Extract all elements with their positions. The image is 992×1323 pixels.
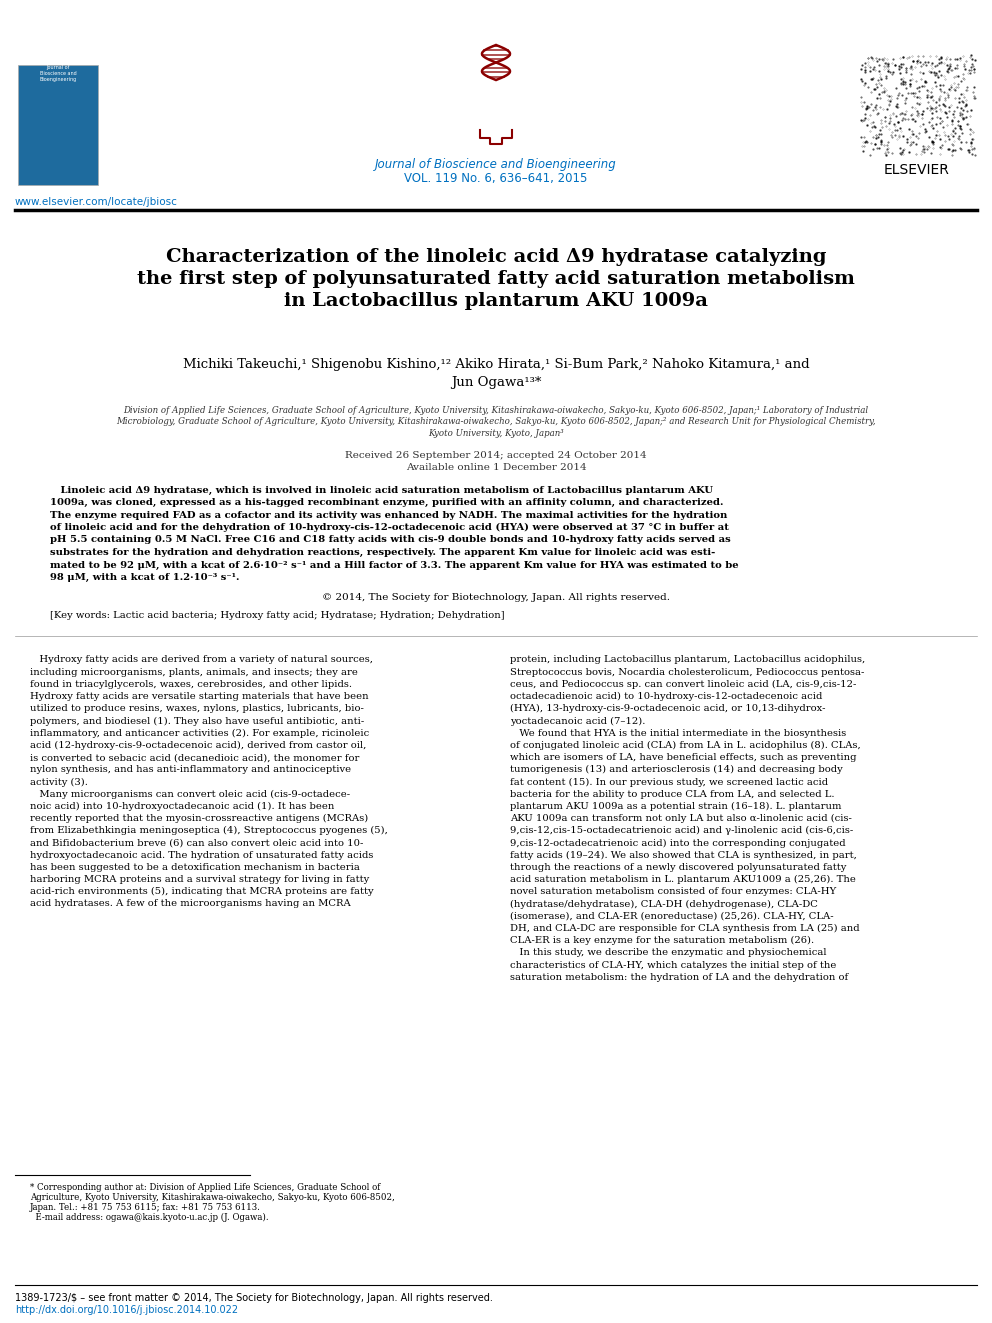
Text: found in triacylglycerols, waxes, cerebrosides, and other lipids.: found in triacylglycerols, waxes, cerebr… [30, 680, 352, 689]
Text: (hydratase/dehydratase), CLA-DH (dehydrogenase), CLA-DC: (hydratase/dehydratase), CLA-DH (dehydro… [510, 900, 817, 909]
Text: activity (3).: activity (3). [30, 778, 88, 787]
Text: www.elsevier.com/locate/jbiosc: www.elsevier.com/locate/jbiosc [15, 197, 178, 206]
Text: Characterization of the linoleic acid Δ9 hydratase catalyzing: Characterization of the linoleic acid Δ9… [166, 247, 826, 266]
Text: CLA-ER is a key enzyme for the saturation metabolism (26).: CLA-ER is a key enzyme for the saturatio… [510, 937, 814, 945]
Text: substrates for the hydration and dehydration reactions, respectively. The appare: substrates for the hydration and dehydra… [50, 548, 715, 557]
Text: Hydroxy fatty acids are versatile starting materials that have been: Hydroxy fatty acids are versatile starti… [30, 692, 369, 701]
Text: from Elizabethkingia meningoseptica (4), Streptococcus pyogenes (5),: from Elizabethkingia meningoseptica (4),… [30, 827, 388, 835]
Text: [Key words: Lactic acid bacteria; Hydroxy fatty acid; Hydratase; Hydration; Dehy: [Key words: Lactic acid bacteria; Hydrox… [50, 611, 505, 620]
Text: recently reported that the myosin-crossreactive antigens (MCRAs): recently reported that the myosin-crossr… [30, 814, 368, 823]
Text: acid (12-hydroxy-cis-9-octadecenoic acid), derived from castor oil,: acid (12-hydroxy-cis-9-octadecenoic acid… [30, 741, 366, 750]
Text: 98 μM, with a kcat of 1.2·10⁻³ s⁻¹.: 98 μM, with a kcat of 1.2·10⁻³ s⁻¹. [50, 573, 239, 582]
Text: Japan. Tel.: +81 75 753 6115; fax: +81 75 753 6113.: Japan. Tel.: +81 75 753 6115; fax: +81 7… [30, 1203, 261, 1212]
Text: mated to be 92 μM, with a kcat of 2.6·10⁻² s⁻¹ and a Hill factor of 3.3. The app: mated to be 92 μM, with a kcat of 2.6·10… [50, 561, 739, 569]
Text: Streptococcus bovis, Nocardia cholesterolicum, Pediococcus pentosa-: Streptococcus bovis, Nocardia cholestero… [510, 668, 864, 676]
Text: Jun Ogawa¹³*: Jun Ogawa¹³* [450, 376, 542, 389]
Text: Division of Applied Life Sciences, Graduate School of Agriculture, Kyoto Univers: Division of Applied Life Sciences, Gradu… [123, 406, 869, 415]
Text: Linoleic acid Δ9 hydratase, which is involved in linoleic acid saturation metabo: Linoleic acid Δ9 hydratase, which is inv… [50, 486, 713, 495]
Text: 1389-1723/$ – see front matter © 2014, The Society for Biotechnology, Japan. All: 1389-1723/$ – see front matter © 2014, T… [15, 1293, 493, 1303]
Text: © 2014, The Society for Biotechnology, Japan. All rights reserved.: © 2014, The Society for Biotechnology, J… [322, 594, 670, 602]
Text: acid hydratases. A few of the microorganisms having an MCRA: acid hydratases. A few of the microorgan… [30, 900, 351, 909]
Text: 9,cis-12,cis-15-octadecatrienoic acid) and γ-linolenic acid (cis-6,cis-: 9,cis-12,cis-15-octadecatrienoic acid) a… [510, 827, 853, 835]
Text: plantarum AKU 1009a as a potential strain (16–18). L. plantarum: plantarum AKU 1009a as a potential strai… [510, 802, 841, 811]
Text: and Bifidobacterium breve (6) can also convert oleic acid into 10-: and Bifidobacterium breve (6) can also c… [30, 839, 363, 848]
Text: http://dx.doi.org/10.1016/j.jbiosc.2014.10.022: http://dx.doi.org/10.1016/j.jbiosc.2014.… [15, 1304, 238, 1315]
Text: hydroxyoctadecanoic acid. The hydration of unsaturated fatty acids: hydroxyoctadecanoic acid. The hydration … [30, 851, 373, 860]
Text: Many microorganisms can convert oleic acid (cis-9-octadece-: Many microorganisms can convert oleic ac… [30, 790, 350, 799]
Text: saturation metabolism: the hydration of LA and the dehydration of: saturation metabolism: the hydration of … [510, 972, 848, 982]
Text: The enzyme required FAD as a cofactor and its activity was enhanced by NADH. The: The enzyme required FAD as a cofactor an… [50, 511, 727, 520]
Text: 1009a, was cloned, expressed as a his-tagged recombinant enzyme, purified with a: 1009a, was cloned, expressed as a his-ta… [50, 497, 723, 507]
Text: inflammatory, and anticancer activities (2). For example, ricinoleic: inflammatory, and anticancer activities … [30, 729, 369, 738]
Text: protein, including Lactobacillus plantarum, Lactobacillus acidophilus,: protein, including Lactobacillus plantar… [510, 655, 865, 664]
Text: octadecadienoic acid) to 10-hydroxy-cis-12-octadecenoic acid: octadecadienoic acid) to 10-hydroxy-cis-… [510, 692, 822, 701]
Text: utilized to produce resins, waxes, nylons, plastics, lubricants, bio-: utilized to produce resins, waxes, nylon… [30, 704, 364, 713]
Text: Journal of Bioscience and Bioengineering: Journal of Bioscience and Bioengineering [375, 157, 617, 171]
Text: is converted to sebacic acid (decanedioic acid), the monomer for: is converted to sebacic acid (decanedioi… [30, 753, 359, 762]
Text: Microbiology, Graduate School of Agriculture, Kyoto University, Kitashirakawa-oi: Microbiology, Graduate School of Agricul… [116, 418, 876, 426]
Text: in Lactobacillus plantarum AKU 1009a: in Lactobacillus plantarum AKU 1009a [284, 292, 708, 310]
Text: acid saturation metabolism in L. plantarum AKU1009 a (25,26). The: acid saturation metabolism in L. plantar… [510, 875, 856, 884]
Text: of linoleic acid and for the dehydration of 10-hydroxy-cis-12-octadecenoic acid : of linoleic acid and for the dehydration… [50, 523, 729, 532]
Text: the first step of polyunsaturated fatty acid saturation metabolism: the first step of polyunsaturated fatty … [137, 270, 855, 288]
Text: pH 5.5 containing 0.5 M NaCl. Free C16 and C18 fatty acids with cis-9 double bon: pH 5.5 containing 0.5 M NaCl. Free C16 a… [50, 536, 731, 545]
Text: 9,cis-12-octadecatrienoic acid) into the corresponding conjugated: 9,cis-12-octadecatrienoic acid) into the… [510, 839, 845, 848]
Text: through the reactions of a newly discovered polyunsaturated fatty: through the reactions of a newly discove… [510, 863, 846, 872]
Text: yoctadecanoic acid (7–12).: yoctadecanoic acid (7–12). [510, 717, 646, 725]
Text: which are isomers of LA, have beneficial effects, such as preventing: which are isomers of LA, have beneficial… [510, 753, 856, 762]
Text: Hydroxy fatty acids are derived from a variety of natural sources,: Hydroxy fatty acids are derived from a v… [30, 655, 373, 664]
Text: Journal of
Bioscience and
Bioengineering: Journal of Bioscience and Bioengineering [40, 65, 76, 82]
Text: Kyoto University, Kyoto, Japan³: Kyoto University, Kyoto, Japan³ [429, 429, 563, 438]
Text: DH, and CLA-DC are responsible for CLA synthesis from LA (25) and: DH, and CLA-DC are responsible for CLA s… [510, 923, 860, 933]
Text: We found that HYA is the initial intermediate in the biosynthesis: We found that HYA is the initial interme… [510, 729, 846, 738]
Text: (HYA), 13-hydroxy-cis-9-octadecenoic acid, or 10,13-dihydrox-: (HYA), 13-hydroxy-cis-9-octadecenoic aci… [510, 704, 825, 713]
Text: noic acid) into 10-hydroxyoctadecanoic acid (1). It has been: noic acid) into 10-hydroxyoctadecanoic a… [30, 802, 334, 811]
Text: including microorganisms, plants, animals, and insects; they are: including microorganisms, plants, animal… [30, 668, 358, 676]
Text: has been suggested to be a detoxification mechanism in bacteria: has been suggested to be a detoxificatio… [30, 863, 360, 872]
Text: In this study, we describe the enzymatic and physiochemical: In this study, we describe the enzymatic… [510, 949, 826, 958]
Text: ceus, and Pediococcus sp. can convert linoleic acid (LA, cis-9,cis-12-: ceus, and Pediococcus sp. can convert li… [510, 680, 856, 689]
Text: bacteria for the ability to produce CLA from LA, and selected L.: bacteria for the ability to produce CLA … [510, 790, 834, 799]
Text: polymers, and biodiesel (1). They also have useful antibiotic, anti-: polymers, and biodiesel (1). They also h… [30, 717, 364, 725]
Text: Received 26 September 2014; accepted 24 October 2014: Received 26 September 2014; accepted 24 … [345, 451, 647, 459]
Text: acid-rich environments (5), indicating that MCRA proteins are fatty: acid-rich environments (5), indicating t… [30, 888, 374, 897]
Text: ELSEVIER: ELSEVIER [884, 163, 950, 177]
Text: AKU 1009a can transform not only LA but also α-linolenic acid (cis-: AKU 1009a can transform not only LA but … [510, 814, 852, 823]
Bar [18, 65, 98, 185]
Text: Michiki Takeuchi,¹ Shigenobu Kishino,¹² Akiko Hirata,¹ Si-Bum Park,² Nahoko Kita: Michiki Takeuchi,¹ Shigenobu Kishino,¹² … [183, 359, 809, 370]
Text: fatty acids (19–24). We also showed that CLA is synthesized, in part,: fatty acids (19–24). We also showed that… [510, 851, 857, 860]
Text: characteristics of CLA-HY, which catalyzes the initial step of the: characteristics of CLA-HY, which catalyz… [510, 960, 836, 970]
Text: Available online 1 December 2014: Available online 1 December 2014 [406, 463, 586, 472]
Text: tumorigenesis (13) and arteriosclerosis (14) and decreasing body: tumorigenesis (13) and arteriosclerosis … [510, 765, 843, 774]
Text: fat content (15). In our previous study, we screened lactic acid: fat content (15). In our previous study,… [510, 778, 828, 787]
Text: Agriculture, Kyoto University, Kitashirakawa-oiwakecho, Sakyo-ku, Kyoto 606-8502: Agriculture, Kyoto University, Kitashira… [30, 1193, 395, 1203]
Text: E-mail address: ogawa@kais.kyoto-u.ac.jp (J. Ogawa).: E-mail address: ogawa@kais.kyoto-u.ac.jp… [30, 1213, 269, 1222]
Text: (isomerase), and CLA-ER (enoreductase) (25,26). CLA-HY, CLA-: (isomerase), and CLA-ER (enoreductase) (… [510, 912, 833, 921]
Text: nylon synthesis, and has anti-inflammatory and antinociceptive: nylon synthesis, and has anti-inflammato… [30, 765, 351, 774]
Text: harboring MCRA proteins and a survival strategy for living in fatty: harboring MCRA proteins and a survival s… [30, 875, 369, 884]
Text: * Corresponding author at: Division of Applied Life Sciences, Graduate School of: * Corresponding author at: Division of A… [30, 1183, 380, 1192]
Text: of conjugated linoleic acid (CLA) from LA in L. acidophilus (8). CLAs,: of conjugated linoleic acid (CLA) from L… [510, 741, 861, 750]
Text: VOL. 119 No. 6, 636–641, 2015: VOL. 119 No. 6, 636–641, 2015 [405, 172, 587, 185]
Text: novel saturation metabolism consisted of four enzymes: CLA-HY: novel saturation metabolism consisted of… [510, 888, 836, 896]
